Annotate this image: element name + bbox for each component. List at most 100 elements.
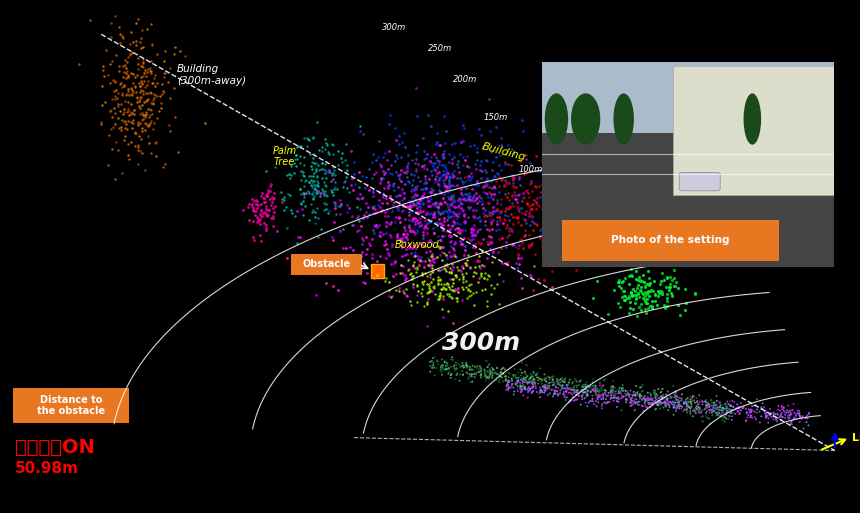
Point bbox=[439, 284, 452, 292]
Point bbox=[439, 267, 452, 275]
Point bbox=[425, 261, 439, 269]
Point bbox=[486, 372, 500, 380]
Point bbox=[438, 187, 452, 195]
Point bbox=[334, 200, 347, 208]
Point bbox=[727, 406, 740, 415]
Point bbox=[641, 393, 654, 402]
Point bbox=[267, 194, 280, 203]
Point bbox=[648, 290, 662, 298]
Point bbox=[491, 170, 505, 178]
Point bbox=[485, 210, 499, 218]
Point bbox=[135, 116, 149, 124]
Point bbox=[635, 401, 648, 409]
Point bbox=[726, 397, 740, 405]
Point bbox=[433, 251, 446, 260]
Point bbox=[411, 254, 425, 263]
Point bbox=[497, 181, 511, 189]
Point bbox=[487, 183, 501, 191]
Point bbox=[633, 286, 647, 294]
Point bbox=[703, 406, 717, 415]
Point bbox=[636, 294, 650, 302]
Point bbox=[111, 145, 125, 153]
Point bbox=[506, 240, 519, 248]
Point bbox=[501, 380, 514, 388]
Point bbox=[156, 80, 169, 88]
Point bbox=[506, 227, 519, 235]
Point bbox=[353, 168, 366, 176]
Point bbox=[460, 362, 474, 370]
Point bbox=[416, 234, 430, 242]
Point bbox=[525, 378, 539, 386]
Point bbox=[458, 251, 471, 259]
Point bbox=[791, 406, 805, 415]
Point bbox=[398, 215, 412, 223]
Point bbox=[254, 215, 267, 223]
Point bbox=[458, 218, 471, 226]
Point bbox=[395, 153, 408, 162]
Point bbox=[424, 188, 438, 196]
Point bbox=[437, 171, 451, 180]
Point bbox=[502, 203, 516, 211]
Point bbox=[649, 392, 663, 401]
Point bbox=[578, 388, 592, 397]
Point bbox=[801, 415, 814, 423]
Point bbox=[630, 388, 644, 396]
Point bbox=[569, 391, 583, 399]
Point bbox=[456, 153, 470, 162]
Point bbox=[116, 34, 130, 43]
Point bbox=[743, 413, 757, 421]
Point bbox=[653, 280, 666, 288]
Point bbox=[622, 390, 636, 399]
Point bbox=[605, 386, 618, 394]
Point bbox=[426, 200, 439, 208]
Point bbox=[591, 391, 605, 400]
Point bbox=[740, 408, 754, 416]
Text: Building
(300m-away): Building (300m-away) bbox=[177, 64, 246, 86]
Point bbox=[541, 250, 555, 259]
Point bbox=[316, 159, 329, 167]
Point bbox=[362, 186, 376, 194]
Point bbox=[584, 382, 598, 390]
Point bbox=[586, 391, 599, 400]
Point bbox=[635, 392, 648, 400]
Point bbox=[474, 371, 488, 379]
Point bbox=[126, 108, 139, 116]
Point bbox=[504, 210, 518, 218]
Point bbox=[437, 179, 451, 187]
Point bbox=[445, 171, 459, 180]
Point bbox=[463, 198, 476, 206]
Point bbox=[311, 161, 325, 169]
Point bbox=[705, 406, 719, 414]
Point bbox=[300, 142, 314, 150]
Point bbox=[661, 286, 675, 294]
Point bbox=[388, 257, 402, 265]
Point bbox=[426, 268, 439, 276]
Point bbox=[445, 275, 459, 284]
Point bbox=[439, 362, 453, 370]
Point bbox=[94, 120, 108, 128]
Point bbox=[642, 281, 656, 289]
Point bbox=[673, 404, 686, 412]
Point bbox=[575, 392, 589, 401]
Point bbox=[386, 272, 400, 280]
Point bbox=[511, 205, 525, 213]
Point bbox=[396, 287, 410, 295]
Point bbox=[550, 387, 564, 396]
FancyBboxPatch shape bbox=[562, 220, 778, 261]
Point bbox=[382, 165, 396, 173]
Point bbox=[310, 187, 324, 195]
Point bbox=[402, 297, 416, 305]
Point bbox=[389, 270, 402, 279]
Point bbox=[290, 207, 304, 215]
Point bbox=[457, 364, 470, 372]
Point bbox=[704, 406, 718, 415]
Point bbox=[524, 377, 538, 385]
Point bbox=[562, 232, 576, 241]
Point bbox=[467, 225, 481, 233]
Point bbox=[626, 392, 640, 400]
Point bbox=[483, 193, 497, 201]
Point bbox=[255, 236, 268, 245]
Point bbox=[453, 198, 467, 206]
Point bbox=[445, 244, 459, 252]
Point bbox=[439, 285, 453, 293]
